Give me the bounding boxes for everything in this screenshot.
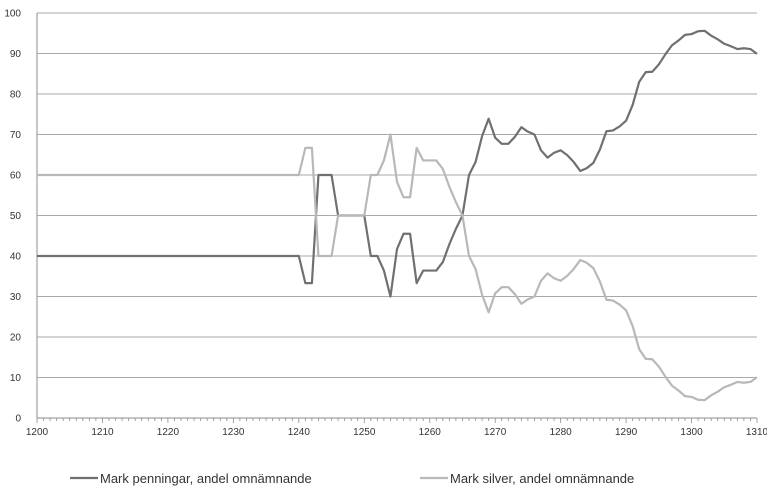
y-tick-label: 20 bbox=[10, 333, 22, 344]
x-axis-ticks: 1200 1210 1220 1230 1240 1250 1260 1270 1280 1290… bbox=[26, 427, 767, 438]
y-tick-label: 100 bbox=[4, 9, 21, 20]
legend-label: Mark penningar, andel omnämnande bbox=[100, 471, 312, 486]
series-lines bbox=[37, 29, 758, 402]
x-tick-label: 1310 bbox=[746, 427, 767, 438]
y-tick-label: 0 bbox=[15, 414, 21, 425]
axes bbox=[36, 13, 758, 423]
y-tick-label: 10 bbox=[10, 373, 22, 384]
x-tick-label: 1300 bbox=[680, 427, 703, 438]
y-axis-ticks: 0 10 20 30 40 50 60 70 80 90 100 bbox=[4, 9, 21, 425]
x-tick-label: 1280 bbox=[550, 427, 573, 438]
legend: Mark penningar, andel omnämnande Mark sil… bbox=[70, 471, 634, 486]
y-tick-label: 50 bbox=[10, 211, 22, 222]
x-tick-label: 1220 bbox=[157, 427, 180, 438]
x-tick-label: 1290 bbox=[615, 427, 638, 438]
y-tick-label: 70 bbox=[10, 130, 22, 141]
y-tick-label: 40 bbox=[10, 252, 22, 263]
x-tick-label: 1270 bbox=[484, 427, 507, 438]
y-tick-label: 80 bbox=[10, 90, 22, 101]
y-tick-label: 30 bbox=[10, 292, 22, 303]
x-tick-label: 1260 bbox=[419, 427, 442, 438]
legend-label: Mark silver, andel omnämnande bbox=[450, 471, 634, 486]
x-tick-label: 1240 bbox=[288, 427, 311, 438]
legend-item-penningar: Mark penningar, andel omnämnande bbox=[70, 471, 312, 486]
series-line-penningar bbox=[37, 29, 758, 298]
y-tick-label: 60 bbox=[10, 171, 22, 182]
x-tick-label: 1250 bbox=[353, 427, 376, 438]
x-tick-label: 1210 bbox=[91, 427, 114, 438]
x-tick-label: 1200 bbox=[26, 427, 49, 438]
series-line-silver bbox=[37, 133, 758, 402]
x-tick-label: 1230 bbox=[222, 427, 245, 438]
legend-item-silver: Mark silver, andel omnämnande bbox=[420, 471, 634, 486]
y-tick-label: 90 bbox=[10, 49, 22, 60]
